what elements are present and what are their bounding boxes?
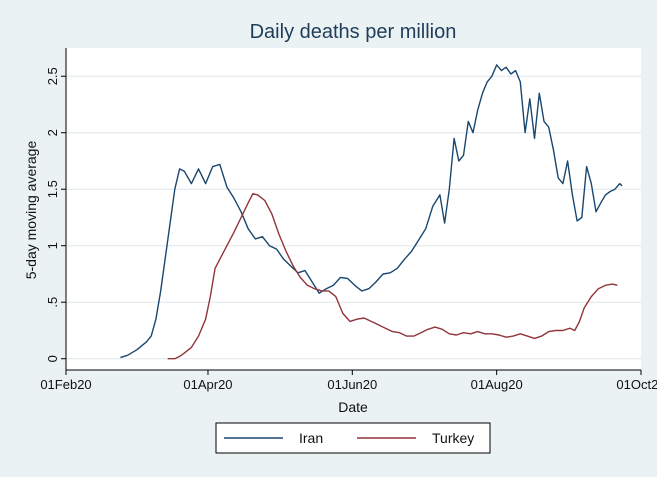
y-axis-title: 5-day moving average	[23, 141, 39, 280]
x-tick-label: 01Aug20	[471, 377, 523, 392]
y-tick-label: 2.5	[45, 67, 60, 85]
axes: 0 .5 1 1.5 2 2.5 01Feb20 01Apr20 01Jun20 01Aug20 0…	[40, 48, 657, 392]
y-tick-label: 0	[45, 355, 60, 362]
legend: Iran Turkey	[215, 422, 491, 454]
y-tick-label: .5	[45, 297, 60, 308]
y-tick-label: 2	[45, 129, 60, 136]
legend-label-turkey: Turkey	[432, 430, 474, 446]
y-tick-label: 1.5	[45, 180, 60, 198]
x-tick-label: 01Oct20	[616, 377, 657, 392]
x-axis-title: Date	[338, 399, 368, 415]
x-tick-label: 01Feb20	[40, 377, 91, 392]
legend-label-iran: Iran	[299, 430, 323, 446]
series-lines	[120, 64, 623, 360]
y-tick-label: 1	[45, 242, 60, 249]
x-tick-label: 01Jun20	[327, 377, 377, 392]
plot-area	[66, 48, 641, 370]
gridlines	[66, 75, 641, 360]
series-line-iran	[120, 64, 623, 359]
chart-title: Daily deaths per million	[250, 21, 457, 43]
series-line-turkey	[167, 193, 618, 360]
x-tick-label: 01Apr20	[183, 377, 232, 392]
